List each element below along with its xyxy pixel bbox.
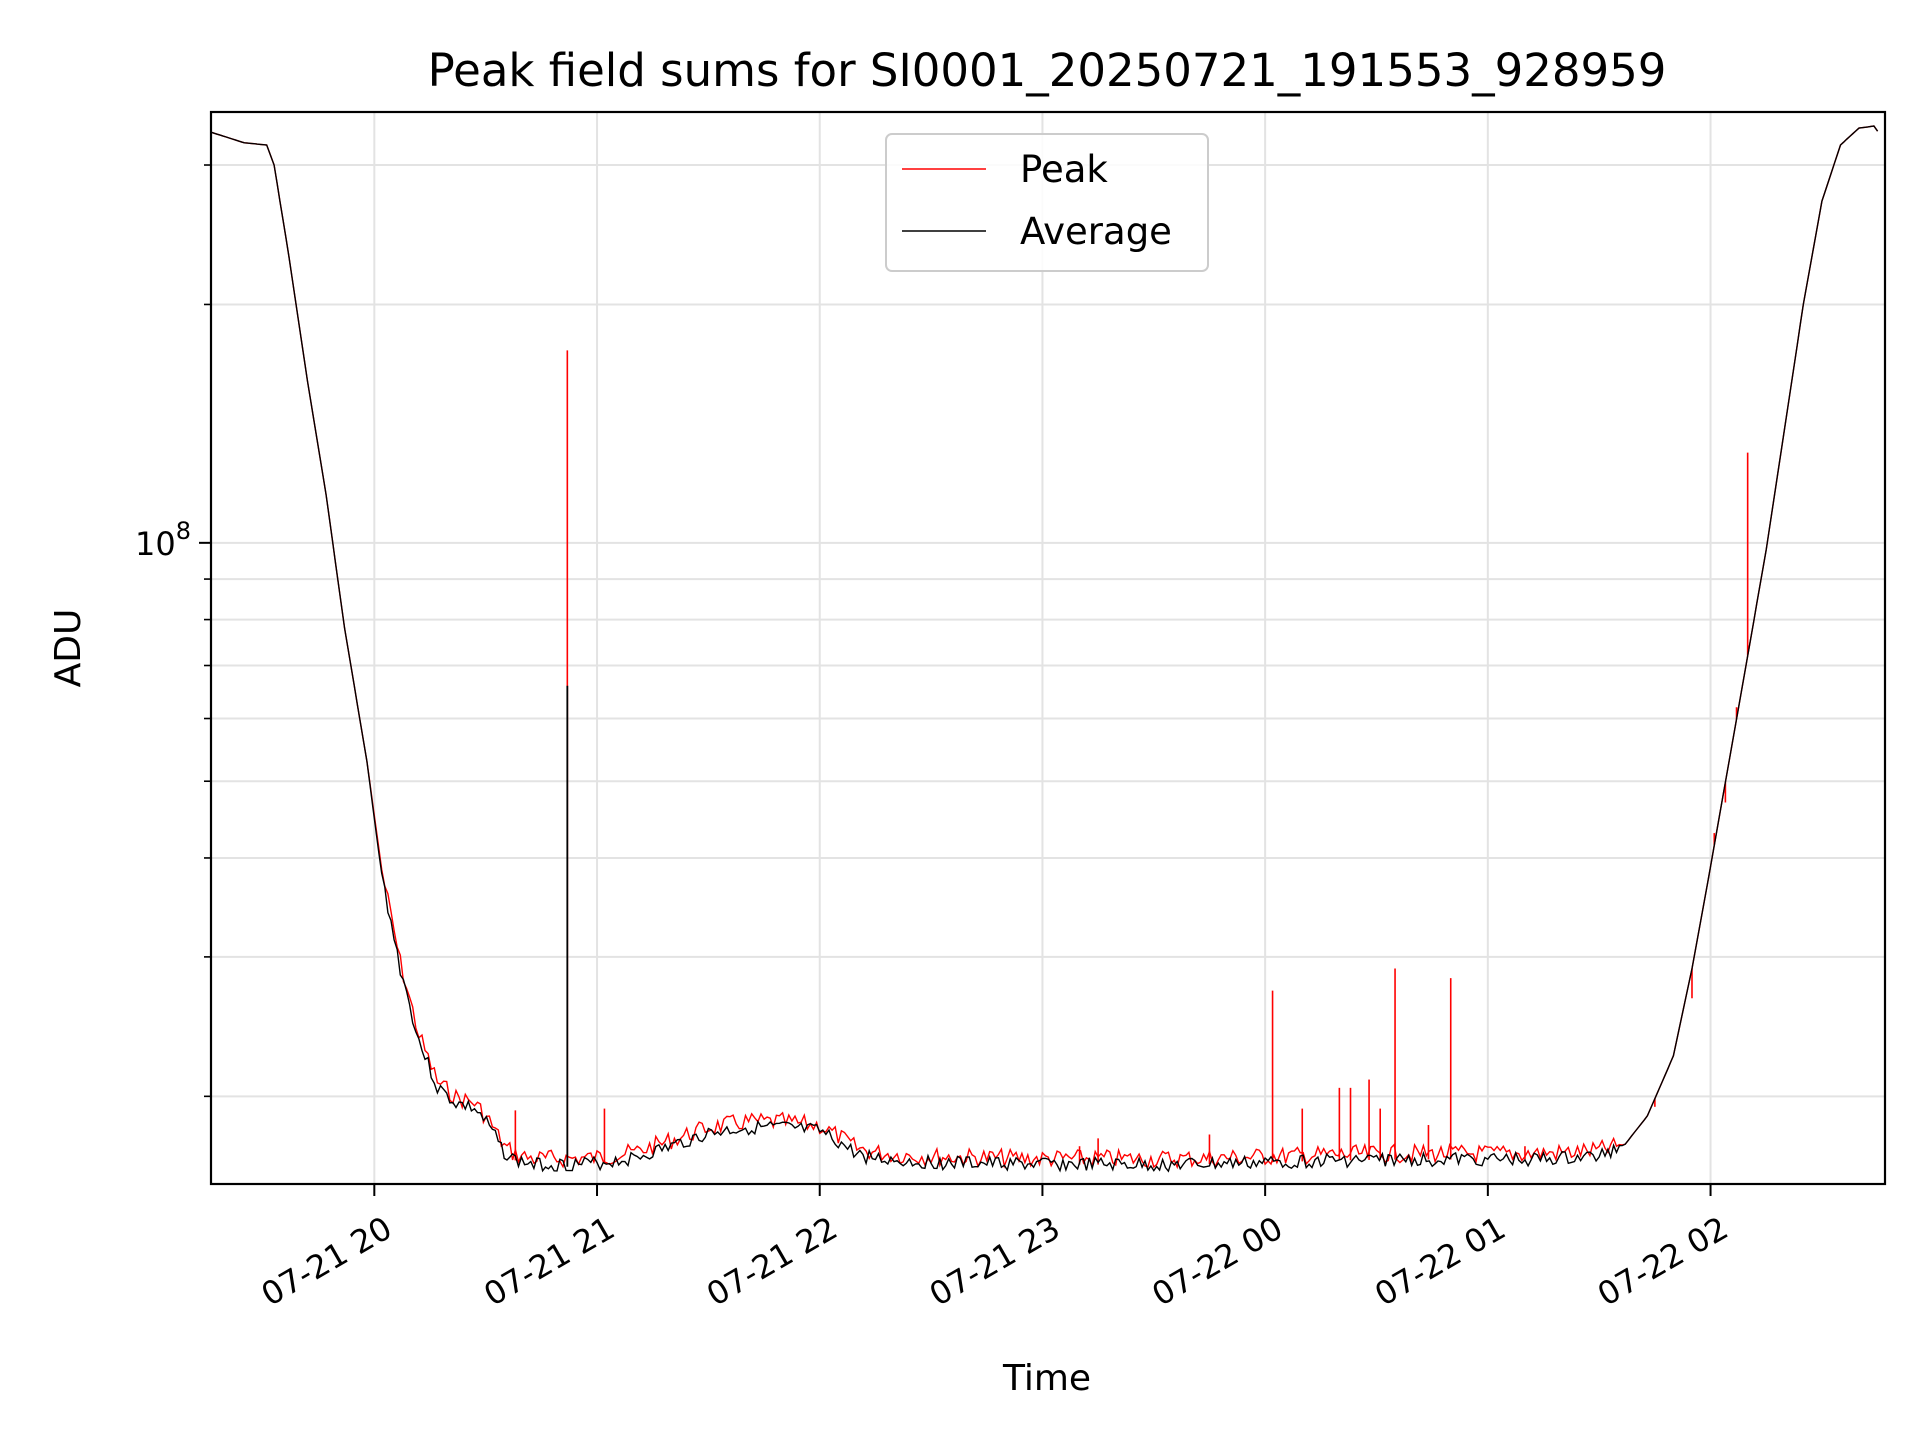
x-tick-label: 07-21 20 [255,1209,399,1314]
x-tick-label: 07-22 00 [1146,1209,1290,1314]
x-axis: 07-21 20 07-21 21 07-21 22 07-21 23 07-22 00… [255,1184,1735,1314]
legend-average-label: Average [1020,210,1172,253]
legend: Peak Average [885,133,1209,272]
peak-series-line [210,125,1879,1170]
x-axis-label: Time [1002,1358,1091,1399]
legend-peak-label: Peak [1020,148,1108,191]
chart-title: Peak field sums for SI0001_20250721_1915… [428,44,1667,97]
axes-frame [209,110,1887,1186]
y-tick-label: 108 [135,517,191,563]
plot-area [210,125,1879,1173]
x-tick-label: 07-22 01 [1368,1209,1512,1314]
x-tick-label: 07-21 23 [923,1209,1067,1314]
x-tick-label: 07-22 02 [1591,1209,1735,1314]
y-axis: 108 [135,164,211,1098]
average-series-line [210,125,1879,1173]
grid [211,112,1885,1184]
x-tick-label: 07-21 22 [700,1209,844,1314]
y-axis-label: ADU [48,609,89,688]
x-tick-label: 07-21 21 [477,1209,621,1314]
